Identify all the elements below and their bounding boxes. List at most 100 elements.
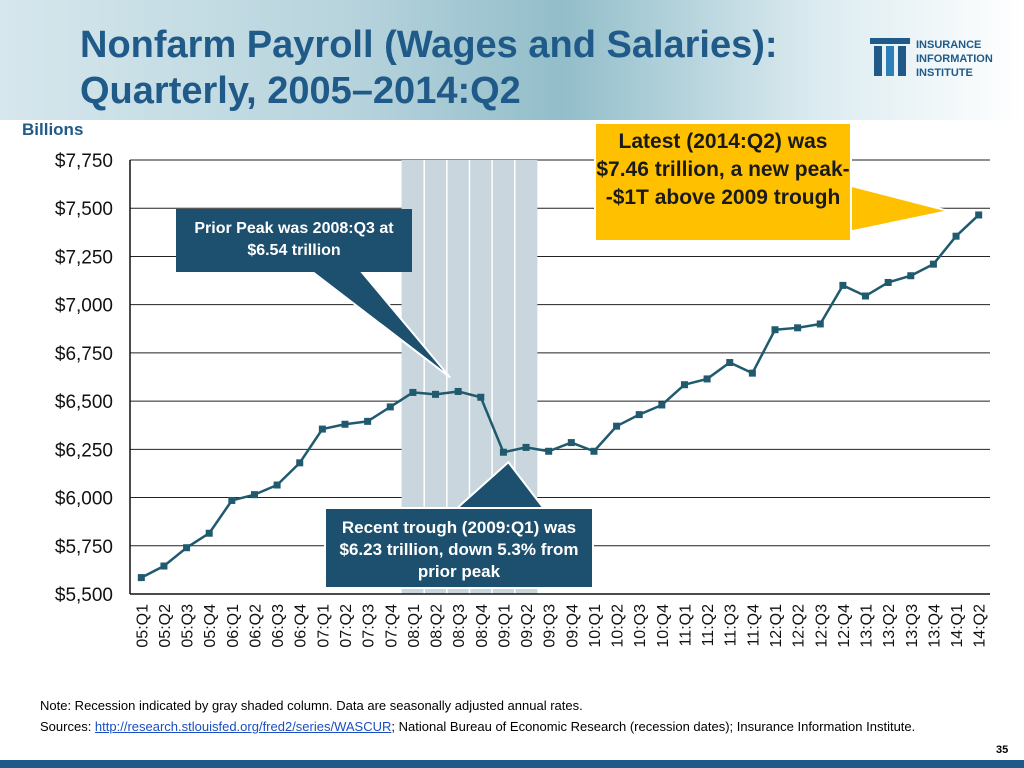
x-tick-label: 12:Q3 bbox=[813, 604, 830, 648]
data-point bbox=[364, 417, 372, 425]
y-tick-label: $7,500 bbox=[55, 199, 113, 220]
iii-logo-icon bbox=[870, 38, 910, 76]
header-band bbox=[0, 0, 1024, 120]
x-tick-label: 11:Q1 bbox=[677, 604, 694, 647]
data-point bbox=[929, 260, 937, 268]
slide-title: Nonfarm Payroll (Wages and Salaries): Qu… bbox=[80, 24, 778, 112]
x-tick-label: 14:Q1 bbox=[949, 604, 966, 648]
data-point bbox=[318, 425, 326, 433]
data-point bbox=[658, 401, 666, 409]
y-axis-unit-label: Billions bbox=[22, 120, 84, 139]
x-tick-label: 08:Q1 bbox=[406, 604, 423, 648]
latest-callout-pointer bbox=[847, 183, 949, 234]
logo-text: INSURANCE INFORMATION INSTITUTE bbox=[916, 39, 993, 79]
x-tick-label: 05:Q2 bbox=[157, 604, 174, 648]
sources-suffix: ; National Bureau of Economic Research (… bbox=[391, 719, 916, 734]
x-tick-label: 05:Q3 bbox=[180, 604, 197, 648]
data-point bbox=[183, 544, 191, 552]
y-tick-label: $5,750 bbox=[55, 537, 113, 558]
y-tick-label: $7,250 bbox=[55, 247, 113, 268]
data-point bbox=[771, 326, 779, 334]
x-tick-label: 06:Q3 bbox=[270, 604, 287, 648]
data-point bbox=[613, 422, 621, 430]
x-tick-label: 11:Q2 bbox=[700, 604, 717, 647]
data-point bbox=[635, 411, 643, 419]
data-point bbox=[386, 403, 394, 411]
x-tick-label: 13:Q2 bbox=[881, 604, 898, 648]
x-tick-label: 10:Q2 bbox=[610, 604, 627, 648]
sources-prefix: Sources: bbox=[40, 719, 95, 734]
data-point bbox=[975, 211, 983, 219]
x-tick-label: 09:Q3 bbox=[542, 604, 559, 648]
x-tick-label: 10:Q3 bbox=[632, 604, 649, 648]
x-tick-label: 07:Q4 bbox=[383, 604, 400, 648]
sources-link[interactable]: http://research.stlouisfed.org/fred2/ser… bbox=[94, 719, 392, 734]
data-point bbox=[567, 439, 575, 447]
data-point bbox=[477, 393, 485, 401]
x-tick-label: 08:Q4 bbox=[474, 604, 491, 648]
x-tick-label: 13:Q4 bbox=[926, 604, 943, 648]
latest-callout: Latest (2014:Q2) was $7.46 trillion, a n… bbox=[594, 122, 852, 242]
data-point bbox=[160, 562, 168, 570]
data-point bbox=[590, 447, 598, 455]
data-point bbox=[205, 529, 213, 537]
x-tick-label: 13:Q1 bbox=[859, 604, 876, 648]
x-tick-label: 14:Q2 bbox=[972, 604, 989, 648]
x-tick-label: 08:Q2 bbox=[429, 604, 446, 648]
footer-bar bbox=[0, 760, 1024, 768]
x-tick-label: 09:Q4 bbox=[564, 604, 581, 648]
iii-logo: INSURANCE INFORMATION INSTITUTE bbox=[868, 36, 1018, 82]
data-point bbox=[703, 375, 711, 383]
x-tick-label: 06:Q4 bbox=[293, 604, 310, 648]
data-point bbox=[884, 278, 892, 286]
recession-note: Note: Recession indicated by gray shaded… bbox=[40, 698, 583, 713]
x-tick-label: 09:Q1 bbox=[496, 604, 513, 648]
data-point bbox=[862, 292, 870, 300]
data-point bbox=[907, 272, 915, 280]
data-point bbox=[794, 324, 802, 332]
data-point bbox=[409, 388, 417, 396]
x-tick-label: 11:Q3 bbox=[723, 604, 740, 647]
x-tick-label: 07:Q3 bbox=[361, 604, 378, 648]
y-tick-label: $7,750 bbox=[55, 151, 113, 172]
x-tick-label: 12:Q2 bbox=[791, 604, 808, 648]
data-point bbox=[839, 281, 847, 289]
data-point bbox=[952, 232, 960, 240]
y-tick-label: $6,000 bbox=[55, 489, 113, 510]
sources-text: Sources: http://research.stlouisfed.org/… bbox=[40, 719, 980, 735]
y-tick-label: $6,750 bbox=[55, 344, 113, 365]
data-point bbox=[228, 496, 236, 504]
data-point bbox=[341, 420, 349, 428]
data-point bbox=[250, 491, 258, 499]
x-tick-label: 12:Q4 bbox=[836, 604, 853, 648]
data-point bbox=[499, 448, 507, 456]
y-tick-label: $6,250 bbox=[55, 440, 113, 461]
data-point bbox=[296, 459, 304, 467]
x-tick-label: 10:Q1 bbox=[587, 604, 604, 648]
x-tick-label: 09:Q2 bbox=[519, 604, 536, 648]
x-tick-label: 06:Q2 bbox=[247, 604, 264, 648]
data-point bbox=[273, 481, 281, 489]
x-tick-label: 06:Q1 bbox=[225, 604, 242, 648]
data-point bbox=[454, 387, 462, 395]
prior-peak-callout: Prior Peak was 2008:Q3 at $6.54 trillion bbox=[176, 209, 412, 272]
x-tick-label: 05:Q1 bbox=[134, 604, 151, 648]
y-tick-label: $7,000 bbox=[55, 296, 113, 317]
data-point bbox=[726, 359, 734, 367]
trough-callout: Recent trough (2009:Q1) was $6.23 trilli… bbox=[324, 507, 594, 589]
page-number: 35 bbox=[996, 744, 1009, 756]
data-point bbox=[816, 320, 824, 328]
data-point bbox=[748, 369, 756, 377]
data-point bbox=[680, 381, 688, 389]
data-point bbox=[522, 443, 530, 451]
x-tick-label: 10:Q4 bbox=[655, 604, 672, 648]
x-tick-label: 13:Q3 bbox=[904, 604, 921, 648]
data-point bbox=[432, 390, 440, 398]
y-tick-label: $6,500 bbox=[55, 392, 113, 413]
data-point bbox=[137, 574, 145, 582]
x-tick-label: 08:Q3 bbox=[451, 604, 468, 648]
y-tick-label: $5,500 bbox=[55, 585, 113, 606]
series-line bbox=[140, 214, 980, 579]
x-tick-label: 11:Q4 bbox=[745, 604, 762, 647]
data-point bbox=[545, 447, 553, 455]
